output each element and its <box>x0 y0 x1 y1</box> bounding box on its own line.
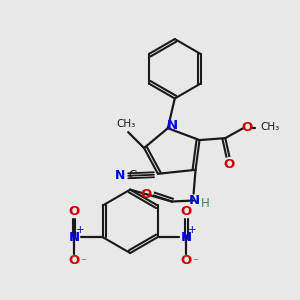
Text: ⁻: ⁻ <box>192 257 198 267</box>
Text: O: O <box>181 205 192 218</box>
Text: N: N <box>115 169 125 182</box>
Text: ⁻: ⁻ <box>80 257 86 267</box>
Text: N: N <box>68 231 80 244</box>
Text: O: O <box>224 158 235 171</box>
Text: O: O <box>181 254 192 268</box>
Text: N: N <box>167 119 178 132</box>
Text: C: C <box>128 169 136 182</box>
Text: +: + <box>188 225 196 235</box>
Text: +: + <box>76 225 84 235</box>
Text: O: O <box>68 205 80 218</box>
Text: O: O <box>140 188 152 201</box>
Text: H: H <box>201 197 210 210</box>
Text: O: O <box>242 121 253 134</box>
Text: O: O <box>68 254 80 268</box>
Text: N: N <box>181 231 192 244</box>
Text: N: N <box>189 194 200 207</box>
Text: CH₃: CH₃ <box>117 119 136 129</box>
Text: CH₃: CH₃ <box>260 122 279 132</box>
